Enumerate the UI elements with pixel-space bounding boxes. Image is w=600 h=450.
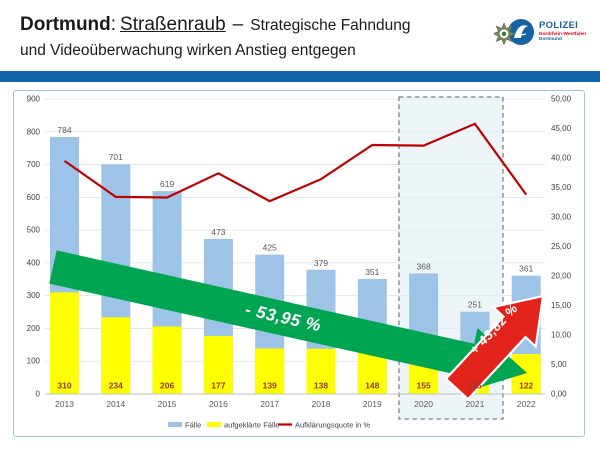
police-star-icon [494, 22, 516, 46]
x-axis-label: 2015 [158, 399, 177, 409]
bar-value-label: 361 [519, 264, 533, 274]
logo-region-label: Nordrhein-Westfalen [539, 32, 587, 38]
right-axis-tick: 45,00 [551, 124, 572, 133]
legend-label: Fälle [185, 421, 201, 430]
title-city: Dortmund [20, 14, 111, 35]
right-axis-tick: 20,00 [551, 272, 572, 281]
right-axis-tick: 40,00 [551, 154, 572, 163]
bar-value-label: 473 [211, 227, 225, 237]
right-axis-tick: 50,00 [551, 95, 572, 104]
title-subject: Straßenraub [120, 14, 226, 35]
title-line-1: Dortmund: Straßenraub – Strategische Fahndu… [20, 13, 490, 38]
left-axis-tick: 700 [27, 160, 41, 169]
left-axis-tick: 500 [27, 226, 41, 235]
bar-aufgeklaerte-faelle [255, 348, 285, 394]
x-axis-label: 2013 [55, 399, 74, 409]
left-axis-tick: 800 [27, 127, 41, 136]
line-aufklaerungsquote [63, 122, 528, 203]
solved-value-label: 139 [263, 381, 277, 391]
title-line-2: und Videoüberwachung wirken Anstieg entg… [20, 42, 356, 59]
solved-value-label: 115 [468, 381, 482, 391]
x-axis-label: 2022 [517, 399, 536, 409]
x-axis-label: 2020 [414, 399, 433, 409]
logo-swoosh [514, 25, 528, 38]
title-colon: : [110, 14, 117, 35]
bar-value-label: 784 [57, 125, 71, 135]
logo-city-label: Dortmund [539, 37, 562, 43]
bar-aufgeklaerte-faelle [50, 292, 79, 394]
left-axis-tick: 600 [27, 193, 41, 202]
bar-value-label: 379 [314, 258, 328, 268]
bar-aufgeklaerte-faelle [152, 326, 182, 394]
x-axis-label: 2014 [106, 399, 125, 409]
solved-value-label: 155 [417, 381, 431, 391]
solved-value-label: 177 [211, 381, 225, 391]
title-dash: – [232, 14, 244, 35]
left-axis-tick: 200 [27, 324, 41, 333]
right-axis-tick: 35,00 [551, 183, 572, 192]
solved-value-label: 138 [314, 381, 328, 391]
right-axis-tick: 5,00 [551, 360, 567, 369]
down-trend-arrow [49, 250, 528, 393]
police-logo: POLIZEI Nordrhein-Westfalen Dortmund [494, 12, 586, 52]
logo-stripe [515, 33, 527, 37]
right-axis-tick: 25,00 [551, 242, 572, 251]
bar-aufgeklaerte-faelle [306, 348, 336, 394]
solved-value-label: 234 [109, 381, 123, 391]
x-axis-label: 2018 [312, 399, 331, 409]
bar-value-label: 368 [417, 261, 431, 271]
x-axis-label: 2021 [465, 399, 484, 409]
right-axis-tick: 10,00 [551, 331, 572, 340]
x-axis-label: 2017 [260, 399, 279, 409]
left-axis-tick: 0 [36, 390, 41, 399]
police-logo-mark [494, 19, 534, 46]
solved-value-label: 310 [57, 381, 71, 391]
legend-swatch [207, 422, 221, 427]
slide-title: Dortmund: Straßenraub – Strategische Fahndu… [20, 13, 490, 63]
right-axis-tick: 0,00 [551, 390, 567, 399]
left-axis-tick: 400 [27, 258, 41, 267]
bar-aufgeklaerte-faelle [203, 335, 233, 394]
solved-value-label: 206 [160, 381, 174, 391]
up-trend-arrow [444, 294, 545, 401]
left-axis-tick: 900 [27, 95, 41, 104]
left-axis-tick: 100 [27, 357, 41, 366]
title-divider-bar [0, 71, 600, 82]
title-rest: Strategische Fahndung [250, 17, 411, 34]
police-logo-text: POLIZEI Nordrhein-Westfalen Dortmund [539, 21, 586, 42]
solved-value-label: 122 [519, 381, 533, 391]
legend-swatch [168, 422, 182, 427]
bar-aufgeklaerte-faelle [101, 317, 131, 394]
solved-value-label: 148 [365, 381, 379, 391]
bar-value-label: 425 [263, 243, 277, 253]
right-axis-tick: 30,00 [551, 213, 572, 222]
logo-org-label: POLIZEI [539, 20, 579, 32]
bar-value-label: 619 [160, 179, 174, 189]
x-axis-label: 2016 [209, 399, 228, 409]
left-axis-tick: 300 [27, 291, 41, 300]
bar-value-label: 251 [468, 300, 482, 310]
legend-label: Aufklärungsquote in % [295, 421, 370, 430]
right-axis-tick: 15,00 [551, 301, 572, 310]
bar-value-label: 701 [109, 152, 123, 162]
x-axis-label: 2019 [363, 399, 382, 409]
bar-value-label: 351 [365, 267, 379, 277]
legend-label: aufgeklärte Fälle [224, 421, 279, 430]
